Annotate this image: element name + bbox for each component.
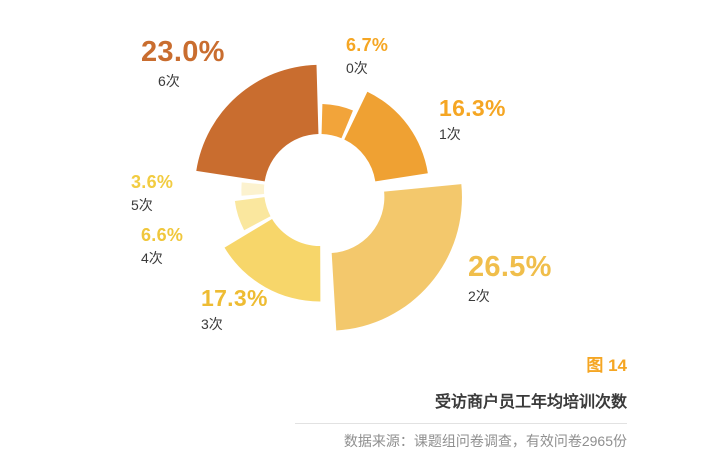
segment-label-6times: 23.0% 6次 (141, 36, 225, 89)
segment-percent: 23.0% (141, 36, 225, 68)
segment-percent: 16.3% (439, 95, 506, 121)
segment-label-0times: 6.7% 0次 (346, 36, 388, 75)
segment-label-1time: 16.3% 1次 (439, 95, 506, 142)
segment-label-3times: 17.3% 3次 (201, 285, 268, 332)
figure-title: 受访商户员工年均培训次数 (434, 394, 627, 411)
donut-segment-2次 (331, 184, 462, 331)
segment-category: 0次 (346, 60, 368, 76)
donut-segment-0次 (321, 103, 353, 139)
segment-percent: 26.5% (468, 251, 552, 283)
segment-percent: 17.3% (201, 285, 268, 311)
donut-segment-1次 (344, 91, 428, 182)
segment-category: 6次 (158, 73, 180, 89)
data-source-note: 数据来源：课题组问卷调查，有效问卷2965份 (343, 433, 627, 449)
donut-segment-3次 (224, 218, 321, 302)
segment-label-2times: 26.5% 2次 (468, 251, 552, 304)
segment-percent: 3.6% (131, 172, 174, 192)
caption-block: 图 14 受访商户员工年均培训次数 数据来源：课题组问卷调查，有效问卷2965份 (295, 351, 627, 451)
donut-segment-6次 (196, 64, 319, 182)
donut-segment-4次 (234, 197, 271, 231)
segment-label-4times: 6.6% 4次 (141, 226, 183, 265)
caption-divider (295, 423, 627, 424)
segment-percent: 6.6% (141, 225, 184, 245)
segment-category: 3次 (201, 316, 223, 332)
segment-category: 4次 (141, 250, 163, 266)
segment-category: 5次 (131, 197, 153, 213)
segment-category: 2次 (468, 288, 490, 304)
segment-label-5times: 3.6% 5次 (131, 173, 173, 212)
figure-number: 图 14 (586, 356, 627, 375)
segment-percent: 6.7% (346, 35, 389, 55)
donut-segment-5次 (241, 182, 265, 196)
segment-category: 1次 (439, 126, 461, 142)
